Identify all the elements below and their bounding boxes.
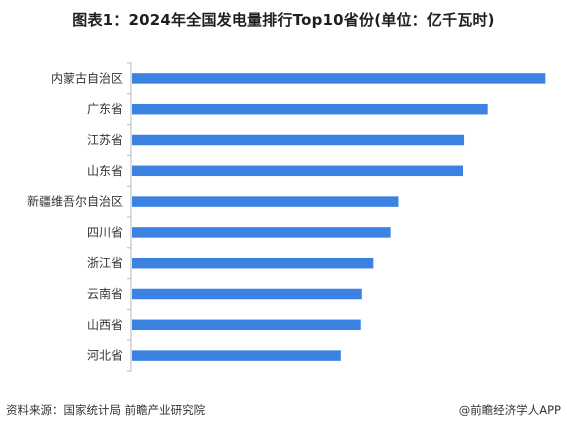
brand-credit: @前瞻经济学人APP (458, 403, 561, 417)
bar-9 (132, 319, 361, 331)
category-label: 山东省 (87, 164, 123, 178)
bar-4 (132, 165, 464, 177)
bars (132, 73, 546, 361)
bar-8 (132, 288, 362, 300)
category-label: 内蒙古自治区 (51, 70, 123, 85)
chart-title: 图表1：2024年全国发电量排行Top10省份(单位：亿千瓦时) (72, 11, 495, 29)
category-label: 云南省 (87, 286, 123, 301)
source-note: 资料来源：国家统计局 前瞻产业研究院 (6, 403, 206, 417)
bar-2 (132, 103, 488, 115)
category-label: 四川省 (87, 225, 123, 239)
bar-6 (132, 227, 391, 238)
bar-1 (132, 73, 546, 84)
category-label: 江苏省 (87, 133, 123, 147)
bar-10 (132, 350, 341, 361)
bar-7 (132, 257, 374, 269)
category-label: 山西省 (87, 318, 123, 332)
category-label: 河北省 (87, 349, 123, 363)
axis-ticks (127, 62, 131, 372)
bar-5 (132, 196, 399, 207)
category-label: 广东省 (87, 102, 123, 116)
category-label: 浙江省 (87, 256, 123, 270)
bar-3 (132, 134, 465, 146)
category-label: 新疆维吾尔自治区 (27, 194, 123, 209)
